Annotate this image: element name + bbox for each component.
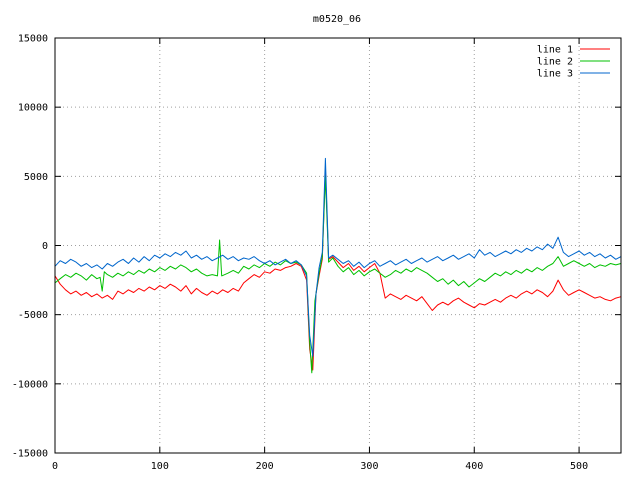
y-tick-label: 10000 [18,103,48,114]
ticks: 0 100 200 300 400 500 -15000 -10000 -5000 0 5000 10… [12,34,621,472]
legend-label: line 1 [537,45,573,56]
legend-label: line 2 [537,57,573,68]
y-tick-label: 15000 [18,34,48,45]
y-tick-label: -15000 [12,449,48,460]
series-line-3 [54,157,622,357]
x-tick-label: 0 [52,461,58,472]
series-line-2 [54,175,622,374]
x-tick-label: 500 [570,461,588,472]
series-group [54,157,622,374]
series-line-1 [54,168,622,371]
x-tick-label: 400 [465,461,483,472]
x-tick-label: 100 [151,461,169,472]
y-tick-label: -10000 [12,379,48,390]
legend-label: line 3 [537,69,573,80]
y-tick-label: 5000 [24,172,48,183]
chart-title: m0520_06 [313,14,361,25]
y-tick-label: -5000 [18,310,48,321]
x-tick-label: 300 [360,461,378,472]
y-tick-label: 0 [42,241,48,252]
x-tick-label: 200 [256,461,274,472]
grid [55,38,621,453]
